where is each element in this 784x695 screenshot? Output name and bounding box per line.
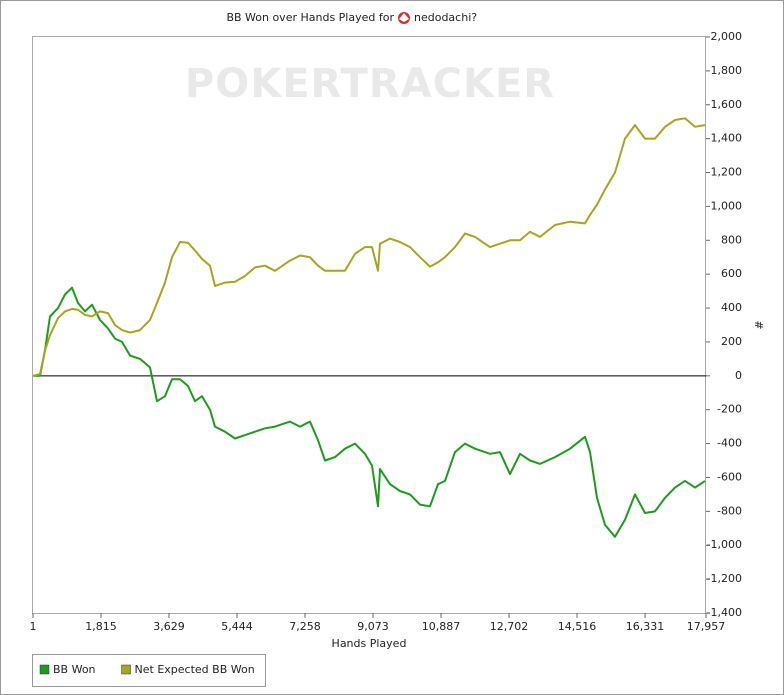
y-tick-label: 800 xyxy=(721,233,742,246)
y-tick-label: -800 xyxy=(717,504,742,517)
legend-swatch xyxy=(121,664,131,675)
y-tick-label: -1,000 xyxy=(707,538,742,551)
x-tick-label: 17,957 xyxy=(687,620,726,633)
y-tick-label: 1,400 xyxy=(711,132,743,145)
x-tick-label: 16,331 xyxy=(626,620,665,633)
y-tick-label: 1,000 xyxy=(711,199,743,212)
player-icon xyxy=(398,12,410,24)
legend-label: BB Won xyxy=(53,663,96,676)
y-tick-label: -600 xyxy=(717,470,742,483)
x-axis-label: Hands Played xyxy=(332,637,407,650)
x-tick-label: 10,887 xyxy=(422,620,461,633)
x-tick-label: 3,629 xyxy=(153,620,185,633)
y-tick-label: 2,000 xyxy=(711,30,743,43)
series-line xyxy=(33,286,706,538)
y-axis-label: # xyxy=(753,320,766,329)
x-tick-label: 1,815 xyxy=(85,620,117,633)
x-tick-label: 1 xyxy=(30,620,37,633)
player-name: nedodachi? xyxy=(414,11,477,24)
x-tick-label: 12,702 xyxy=(490,620,529,633)
y-tick-label: 600 xyxy=(721,267,742,280)
y-tick-label: 200 xyxy=(721,335,742,348)
x-tick-label: 14,516 xyxy=(558,620,597,633)
y-tick-label: 1,200 xyxy=(711,166,743,179)
y-tick-label: 400 xyxy=(721,301,742,314)
legend xyxy=(32,654,266,687)
plot-area xyxy=(32,36,706,614)
y-tick-label: -1,400 xyxy=(707,606,742,619)
chart-title: BB Won over Hands Played for xyxy=(226,11,394,24)
y-tick-label: -400 xyxy=(717,437,742,450)
legend-swatch xyxy=(39,664,50,675)
series-line xyxy=(32,117,706,377)
y-tick-label: 1,600 xyxy=(711,98,743,111)
y-tick-label: 1,800 xyxy=(711,64,743,77)
y-tick-label: -200 xyxy=(717,403,742,416)
y-tick-label: -1,200 xyxy=(707,572,742,585)
watermark: POKERTRACKER xyxy=(185,61,555,107)
x-tick-label: 7,258 xyxy=(289,620,321,633)
y-tick-label: 0 xyxy=(735,369,742,382)
x-tick-label: 5,444 xyxy=(221,620,253,633)
legend-label: Net Expected BB Won xyxy=(135,663,255,676)
x-tick-label: 9,073 xyxy=(357,620,389,633)
